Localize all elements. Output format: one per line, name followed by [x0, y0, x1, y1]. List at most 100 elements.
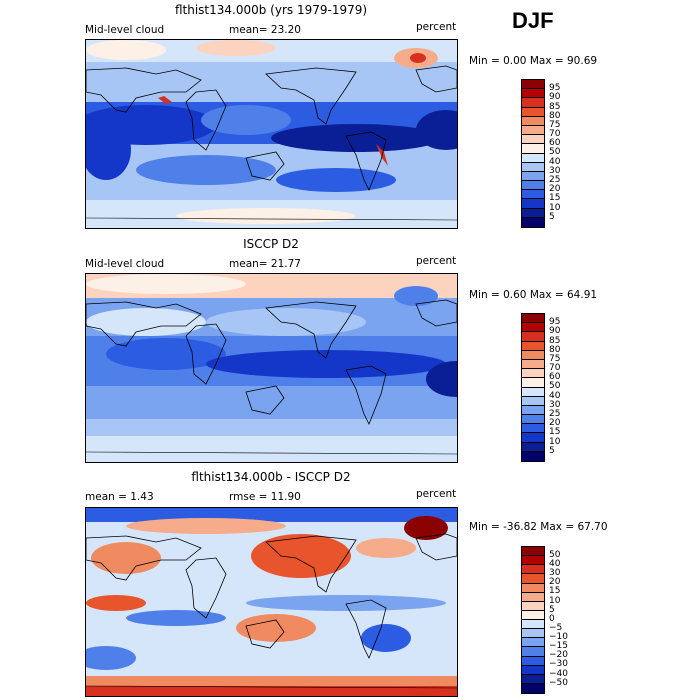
- panel-2-colorbar-cell: [522, 451, 544, 461]
- panel-1-colorbar-label: 5: [549, 212, 555, 222]
- panel-3-colorbar-cell: [522, 656, 544, 666]
- panel-2-mean-label: mean= 21.77: [229, 258, 301, 270]
- panel-2-colorbar-label: 25: [549, 409, 561, 419]
- panel-1-colorbar-cell: [522, 144, 544, 154]
- panel-2-colorbar-label: 90: [549, 326, 561, 336]
- panel-3-colorbar-label: 15: [549, 586, 561, 596]
- panel-1-colorbar-cell: [522, 171, 544, 182]
- panel-3-colorbar-label: −40: [549, 669, 568, 679]
- panel-2-colorbar-cell: [522, 369, 544, 379]
- panel-2-colorbar-label: 15: [549, 427, 561, 437]
- panel-1-map: [85, 39, 458, 229]
- panel-1-colorbar-cell: [522, 98, 544, 108]
- panel-3-colorbar-label: −15: [549, 641, 568, 651]
- panel-3-colorbar-cell: [522, 620, 544, 630]
- panel-1-colorbar-label: 80: [549, 111, 561, 121]
- season-label: DJF: [512, 8, 554, 33]
- panel-2-units-label: percent: [416, 255, 457, 267]
- panel-1-colorbar-label: 85: [549, 102, 561, 112]
- panel-2-colorbar-cell: [522, 415, 544, 425]
- panel-2-colorbar-cell: [522, 433, 544, 443]
- panel-2-map-field: [86, 274, 457, 462]
- panel-2-colorbar-cell: [522, 442, 544, 452]
- panel-2-colorbar-label: 85: [549, 336, 561, 346]
- panel-1-variable-label: Mid-level cloud: [85, 24, 165, 36]
- panel-3-units-label: percent: [416, 488, 457, 500]
- panel-2-map: [85, 273, 458, 463]
- panel-1-colorbar-cell: [522, 208, 544, 218]
- panel-2-colorbar-cell: [522, 405, 544, 416]
- panel-3-minmax: Min = -36.82 Max = 67.70: [469, 521, 608, 533]
- panel-1-colorbar-cell: [522, 107, 544, 117]
- panel-1-colorbar-cell: [522, 181, 544, 191]
- panel-3-rmse-label: rmse = 11.90: [229, 491, 301, 503]
- panel-3-colorbar-cell: [522, 665, 544, 675]
- panel-2-colorbar-cell: [522, 396, 544, 406]
- panel-2-colorbar-label: 60: [549, 372, 561, 382]
- panel-3-colorbar-cell: [522, 592, 544, 602]
- panel-2-colorbar-cell: [522, 359, 544, 370]
- panel-2-minmax: Min = 0.60 Max = 64.91: [469, 289, 598, 301]
- panel-3-colorbar-cell: [522, 638, 544, 648]
- panel-2-colorbar-cell: [522, 314, 544, 324]
- panel-2-colorbar-label: 5: [549, 446, 555, 456]
- panel-1-colorbar-label: 25: [549, 175, 561, 185]
- panel-1-colorbar-label: 95: [549, 83, 561, 93]
- panel-1-colorbar-label: 60: [549, 138, 561, 148]
- panel-1-colorbar-label: 15: [549, 193, 561, 203]
- panel-3-colorbar-label: 5: [549, 605, 555, 615]
- panel-2-colorbar-cell: [522, 350, 544, 360]
- panel-2-colorbar-label: 80: [549, 345, 561, 355]
- panel-1-colorbar-cell: [522, 125, 544, 136]
- panel-3-colorbar-label: −5: [549, 623, 563, 633]
- panel-3-colorbar-label: −50: [549, 678, 568, 688]
- panel-2-colorbar-label: 70: [549, 363, 561, 373]
- panel-1-colorbar-label: 50: [549, 147, 561, 157]
- panel-1-colorbar-label: 70: [549, 129, 561, 139]
- panel-1-title: flthist134.000b (yrs 1979-1979): [174, 3, 368, 17]
- panel-2-colorbar-cell: [522, 323, 544, 333]
- panel-2-variable-label: Mid-level cloud: [85, 258, 165, 270]
- panel-2-colorbar-cell: [522, 378, 544, 388]
- panel-1-units-label: percent: [416, 21, 457, 33]
- panel-3-colorbar-cell: [522, 610, 544, 620]
- panel-3-colorbar-label: 0: [549, 614, 555, 624]
- panel-3-colorbar-label: 10: [549, 596, 561, 606]
- panel-1-map-field: [86, 40, 457, 228]
- panel-3-colorbar-cell: [522, 629, 544, 639]
- panel-1-minmax: Min = 0.00 Max = 90.69: [469, 55, 598, 67]
- panel-2-colorbar-label: 75: [549, 354, 561, 364]
- panel-1-colorbar-cell: [522, 80, 544, 90]
- panel-2-colorbar-label: 20: [549, 418, 561, 428]
- panel-3-colorbar-label: −30: [549, 659, 568, 669]
- panel-1-colorbar-label: 20: [549, 184, 561, 194]
- panel-3-title: flthist134.000b - ISCCP D2: [191, 470, 351, 484]
- panel-2-colorbar-label: 95: [549, 317, 561, 327]
- panel-1-colorbar-cell: [522, 153, 544, 163]
- panel-1-colorbar-label: 10: [549, 203, 561, 213]
- panel-1-mean-label: mean= 23.20: [229, 24, 301, 36]
- panel-1-colorbar-label: 90: [549, 92, 561, 102]
- panel-1-colorbar-label: 30: [549, 166, 561, 176]
- panel-3-colorbar: [521, 546, 545, 694]
- panel-1-colorbar-cell: [522, 89, 544, 99]
- panel-2-colorbar-cell: [522, 424, 544, 434]
- panel-3-colorbar-cell: [522, 556, 544, 566]
- panel-1-colorbar: [521, 79, 545, 228]
- panel-2-colorbar-label: 30: [549, 400, 561, 410]
- panel-1-colorbar-cell: [522, 217, 544, 227]
- panel-2-colorbar-cell: [522, 332, 544, 342]
- panel-3-colorbar-cell: [522, 683, 544, 693]
- panel-3-colorbar-cell: [522, 583, 544, 593]
- panel-3-colorbar-cell: [522, 565, 544, 575]
- panel-3-colorbar-label: 40: [549, 559, 561, 569]
- panel-2-colorbar-cell: [522, 387, 544, 397]
- panel-3-colorbar-cell: [522, 547, 544, 557]
- panel-3-colorbar-label: 30: [549, 568, 561, 578]
- panel-1-colorbar-cell: [522, 190, 544, 200]
- panel-1-colorbar-cell: [522, 162, 544, 172]
- panel-2-colorbar-label: 50: [549, 381, 561, 391]
- panel-1-colorbar-cell: [522, 199, 544, 209]
- panel-2-colorbar: [521, 313, 545, 462]
- panel-3-colorbar-cell: [522, 674, 544, 684]
